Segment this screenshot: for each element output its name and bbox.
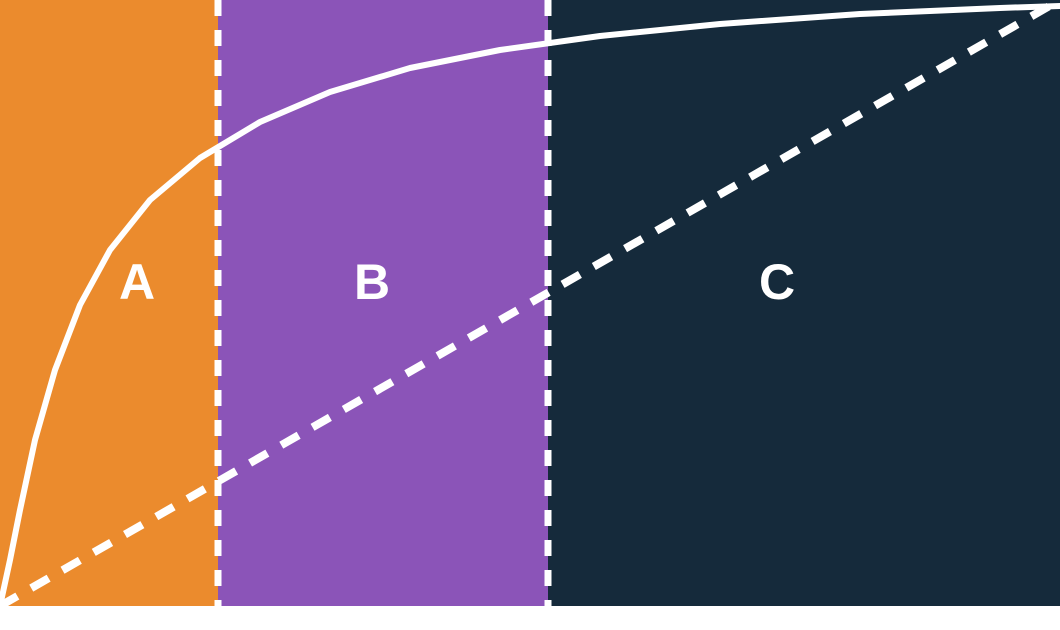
region-label-a: A xyxy=(119,253,157,311)
region-c xyxy=(548,0,1060,606)
diagram-canvas: A B C xyxy=(0,0,1060,630)
region-label-b: B xyxy=(354,253,392,311)
region-a xyxy=(0,0,218,606)
region-label-c: C xyxy=(759,253,797,311)
